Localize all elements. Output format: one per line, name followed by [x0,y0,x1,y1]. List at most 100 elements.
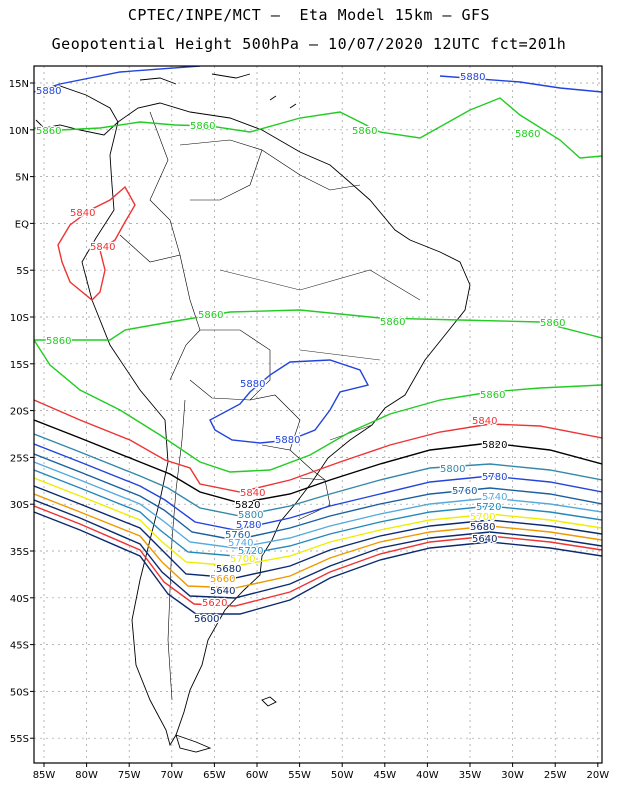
lat-label: 5N [15,173,29,184]
lat-label: 5S [16,266,29,277]
border-brazil-states [219,269,421,441]
lon-label: 80W [75,770,98,781]
contour-label: 5860 [190,121,215,132]
lat-label: 15S [10,360,29,371]
contour-5700 [34,477,602,567]
lat-label: 40S [10,594,29,605]
lon-label: 45W [373,770,396,781]
contour-label: 5880 [460,72,485,83]
contour-label: 5840 [472,416,497,427]
border-bolivia [189,329,271,401]
border-uruguay [297,477,331,521]
border-brazil-guianas [261,149,361,191]
lon-label: 55W [288,770,311,781]
contour-5880 [34,66,602,93]
contour-5620 [34,505,602,607]
contour-label: 5640 [472,534,497,545]
coastline [35,73,471,753]
lon-label: 65W [203,770,226,781]
contour-label: 5860 [540,318,565,329]
contour-5600 [34,511,602,615]
contour-5760 [34,453,602,541]
lat-label: 15N [9,79,29,90]
contour-5840 [34,399,602,493]
contour-label: 5860 [352,126,377,137]
lon-label: 20W [586,770,609,781]
contour-label: 5700 [470,512,495,523]
lon-label: 40W [416,770,439,781]
contour-5840 [57,185,136,301]
lat-label: 20S [10,407,29,418]
lon-label: 60W [246,770,269,781]
title-field: Geopotential Height 500hPa – 10/07/2020 … [51,35,567,53]
falkland-islands [261,696,277,707]
border-paraguay [249,394,301,451]
border-argentina-chile [167,399,186,701]
lon-label: 25W [544,770,567,781]
latitude-labels: 15N 10N 5N EQ 5S 10S 15S 20S 25S 30S 35S 40S 45S 50S 5… [9,79,34,745]
contour-label: 5800 [238,510,263,521]
contour-label: 5760 [452,486,477,497]
contour-label: 5860 [36,126,61,137]
contour-label: 5680 [216,564,241,575]
contour-5660 [34,493,602,589]
lat-label: EQ [15,219,29,230]
contour-label: 5860 [480,390,505,401]
lat-label: 10S [10,313,29,324]
lon-label: 85W [33,770,56,781]
contour-label: 5720 [238,546,263,557]
contour-5800 [34,433,602,517]
contour-5720 [34,469,602,557]
contour-5680 [34,485,602,579]
contour-labels: 5880 5880 5860 5860 5860 5860 5840 5840 5860 5860… [35,71,567,627]
contour-label: 5640 [210,586,235,597]
contour-label: 5860 [198,310,223,321]
caribbean-islands [139,73,297,109]
contour-label: 5860 [46,336,71,347]
contour-label: 5780 [482,472,507,483]
central-america-coast [35,85,119,136]
lat-lon-grid [34,66,602,763]
contour-label: 5720 [476,502,501,513]
border-argentina-brazil [289,449,326,481]
lon-label: 30W [501,770,524,781]
contour-label: 5760 [225,530,250,541]
contour-5880 [209,359,370,444]
tierra-del-fuego [175,734,212,753]
contour-label: 5840 [70,208,95,219]
contour-5820 [34,419,602,504]
contour-label: 5700 [230,554,255,565]
contour-5640 [34,499,602,599]
contour-label: 5620 [202,598,227,609]
contour-label: 5840 [240,488,265,499]
lon-label: 35W [459,770,482,781]
contour-label: 5600 [194,614,219,625]
contour-label: 5880 [275,435,300,446]
contour-label: 5840 [90,242,115,253]
border-venezuela [179,139,263,201]
lat-label: 45S [10,641,29,652]
country-borders [119,111,421,701]
contour-label: 5820 [482,440,507,451]
contour-5860 [34,339,602,473]
contour-5860 [34,97,602,159]
border-colombia [119,111,181,263]
contour-label: 5820 [235,500,260,511]
contour-label: 5740 [228,538,253,549]
south-america-coast [81,102,471,747]
geopotential-contours [34,66,602,615]
lat-label: 25S [10,453,29,464]
contour-5780 [34,443,602,531]
lat-label: 30S [10,500,29,511]
contour-label: 5680 [470,522,495,533]
contour-label: 5780 [236,520,261,531]
contour-label: 5860 [380,317,405,328]
contour-label: 5660 [210,574,235,585]
contour-label: 5880 [36,86,61,97]
contour-5860 [34,309,602,341]
contour-5740 [34,461,602,549]
lat-label: 50S [10,687,29,698]
lat-label: 55S [10,734,29,745]
contour-label: 5800 [440,464,465,475]
